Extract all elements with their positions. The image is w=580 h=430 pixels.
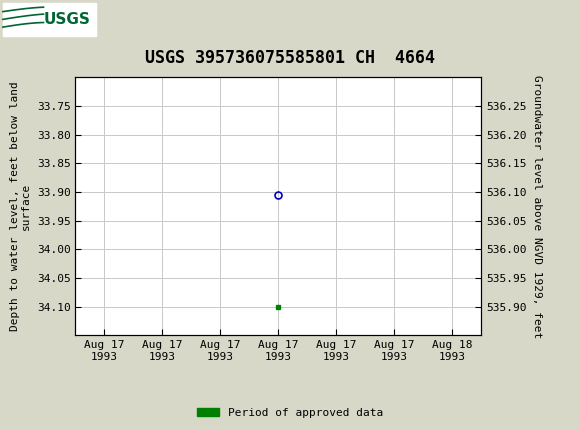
Y-axis label: Depth to water level, feet below land
surface: Depth to water level, feet below land su…: [10, 82, 31, 331]
Y-axis label: Groundwater level above NGVD 1929, feet: Groundwater level above NGVD 1929, feet: [532, 75, 542, 338]
Text: USGS: USGS: [44, 12, 90, 27]
Legend: Period of approved data: Period of approved data: [193, 403, 387, 422]
Bar: [3, 3, 96, 36]
Text: USGS 395736075585801 CH  4664: USGS 395736075585801 CH 4664: [145, 49, 435, 67]
